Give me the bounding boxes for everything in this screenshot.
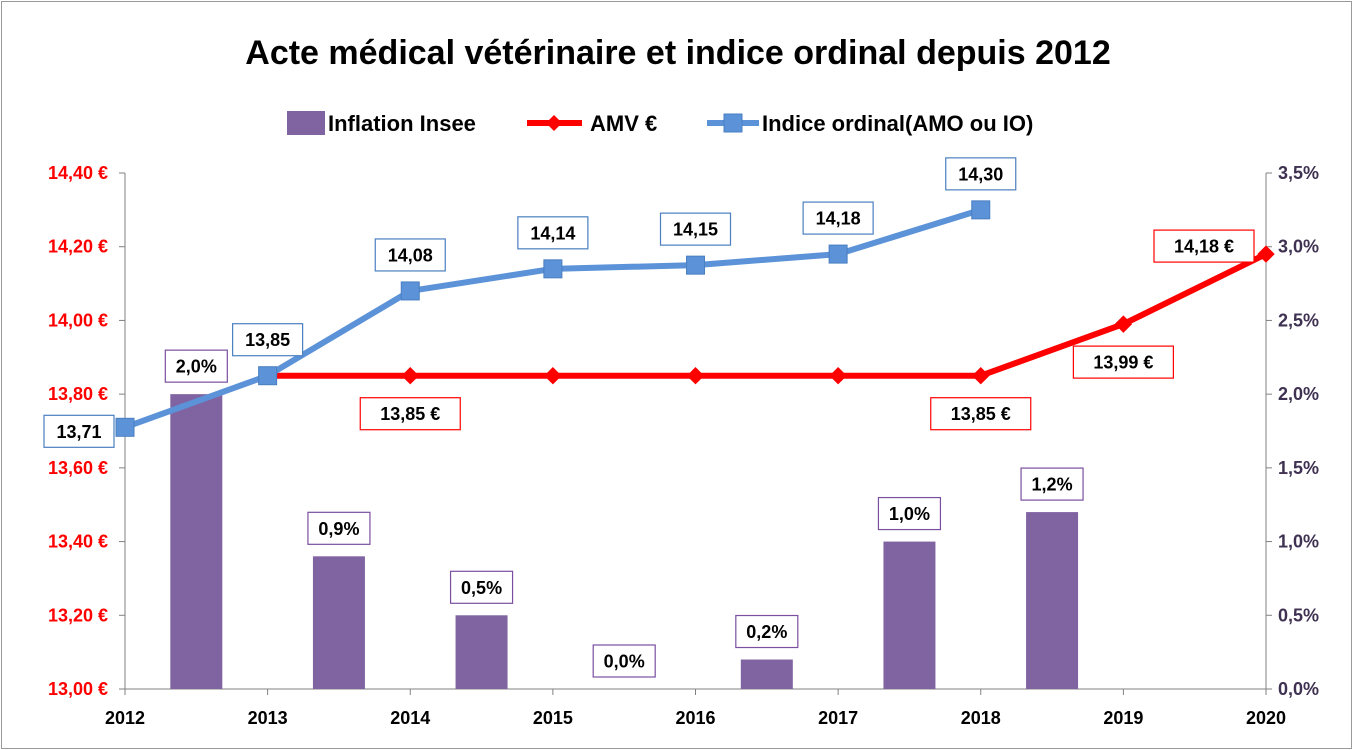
io-point	[115, 417, 135, 437]
io-label: 13,85	[245, 330, 290, 350]
io-label-box	[945, 157, 1017, 191]
right-tick-label: 3,0%	[1278, 237, 1319, 257]
chart-title: Acte médical vétérinaire et indice ordin…	[245, 34, 1110, 72]
inflation-bar-label-box	[877, 496, 942, 531]
amv-label-box	[1072, 345, 1174, 379]
legend-amv-label: AMV €	[590, 111, 657, 136]
inflation-bar-label: 0,5%	[461, 578, 502, 598]
inflation-bar-label: 0,0%	[604, 652, 645, 672]
inflation-bar	[455, 615, 508, 689]
amv-point	[686, 367, 705, 385]
amv-label: 13,85 €	[380, 404, 440, 424]
amv-point	[1257, 245, 1275, 263]
io-point	[400, 281, 420, 301]
inflation-bar	[883, 541, 936, 689]
inflation-bar-label-box	[307, 511, 371, 545]
left-tick-label: 13,60 €	[48, 458, 108, 478]
io-label-box	[374, 238, 446, 272]
amv-point	[829, 367, 847, 385]
inflation-bar-label: 1,0%	[889, 504, 930, 524]
io-label-box	[517, 216, 589, 250]
amv-label-box	[1153, 229, 1255, 263]
io-label: 14,15	[673, 220, 718, 240]
right-tick-label: 0,5%	[1278, 605, 1319, 625]
data-labels: 2,0% 0,9% 0,5% 0,0% 0,2% 1,0% 1,2% 13,85 € 13,85…	[43, 157, 1255, 678]
amv-point	[972, 367, 990, 385]
io-point	[543, 259, 563, 279]
x-tick-label: 2013	[248, 708, 288, 728]
inflation-bar	[170, 394, 223, 689]
left-tick-label: 13,20 €	[48, 605, 108, 625]
io-point	[971, 200, 991, 220]
inflation-bar-label-box	[1020, 467, 1084, 501]
io-label: 13,71	[56, 422, 101, 442]
io-label-box	[232, 323, 304, 357]
io-label-box	[43, 414, 115, 448]
inflation-bar-label-box	[449, 570, 514, 604]
io-point	[258, 366, 278, 386]
amv-point	[1114, 315, 1133, 333]
left-tick-label: 14,20 €	[48, 237, 108, 257]
amv-label: 13,99 €	[1093, 353, 1153, 373]
amv-line	[267, 251, 1268, 379]
left-tick-label: 13,40 €	[48, 532, 108, 552]
inflation-bar-label: 2,0%	[176, 357, 217, 377]
io-point	[828, 244, 848, 264]
left-tick-label: 14,40 €	[48, 163, 108, 183]
left-tick-label: 13,00 €	[48, 679, 108, 699]
amv-point	[401, 367, 419, 385]
io-label: 14,18	[816, 209, 861, 229]
x-tick-label: 2012	[105, 708, 145, 728]
amv-label: 13,85 €	[951, 404, 1011, 424]
inflation-bar-label: 0,9%	[318, 519, 359, 539]
right-tick-label: 1,0%	[1278, 532, 1319, 552]
legend-io-marker	[723, 113, 743, 133]
x-tick-label: 2020	[1246, 708, 1286, 728]
inflation-bar-label-box	[735, 614, 799, 649]
line-series	[115, 200, 1275, 437]
inflation-bar	[740, 659, 793, 689]
io-label-box	[659, 212, 732, 246]
io-label: 14,14	[530, 223, 575, 243]
right-tick-label: 0,0%	[1278, 679, 1319, 699]
right-tick-label: 3,5%	[1278, 163, 1319, 183]
legend-io-label: Indice ordinal(AMO ou IO)	[762, 111, 1033, 136]
inflation-bar-label-box	[164, 349, 228, 383]
legend-inflation-label: Inflation Insee	[328, 111, 476, 136]
amv-point	[544, 367, 562, 385]
legend-inflation-swatch	[287, 111, 325, 135]
right-tick-label: 1,5%	[1278, 458, 1319, 478]
amv-label-box	[930, 397, 1032, 431]
right-tick-label: 2,0%	[1278, 384, 1319, 404]
right-tick-label: 2,5%	[1278, 310, 1319, 330]
inflation-bar	[1026, 512, 1079, 689]
amv-label: 14,18 €	[1174, 237, 1234, 257]
amv-label-box	[359, 397, 461, 431]
inflation-bar-label: 1,2%	[1032, 475, 1073, 495]
x-tick-label: 2017	[818, 708, 858, 728]
inflation-bar	[312, 556, 365, 689]
inflation-bar-label-box	[592, 644, 656, 678]
inflation-bar-label: 0,2%	[746, 622, 787, 642]
x-tick-label: 2016	[675, 708, 715, 728]
x-tick-label: 2018	[961, 708, 1001, 728]
io-label-box	[802, 201, 874, 235]
x-tick-label: 2019	[1103, 708, 1143, 728]
bar-series	[170, 394, 1079, 689]
io-label: 14,08	[388, 245, 433, 265]
x-tick-label: 2015	[533, 708, 573, 728]
left-tick-label: 14,00 €	[48, 310, 108, 330]
io-point	[686, 255, 705, 275]
axes: 13,00 € 13,20 € 13,40 € 13,60 € 13,80 € 14,00…	[48, 163, 1319, 728]
left-tick-label: 13,80 €	[48, 384, 108, 404]
x-tick-label: 2014	[390, 708, 430, 728]
legend: Inflation Insee AMV € Indice ordinal(AMO o…	[287, 111, 1033, 136]
legend-amv-marker	[546, 115, 562, 131]
io-label: 14,30	[958, 164, 1003, 184]
